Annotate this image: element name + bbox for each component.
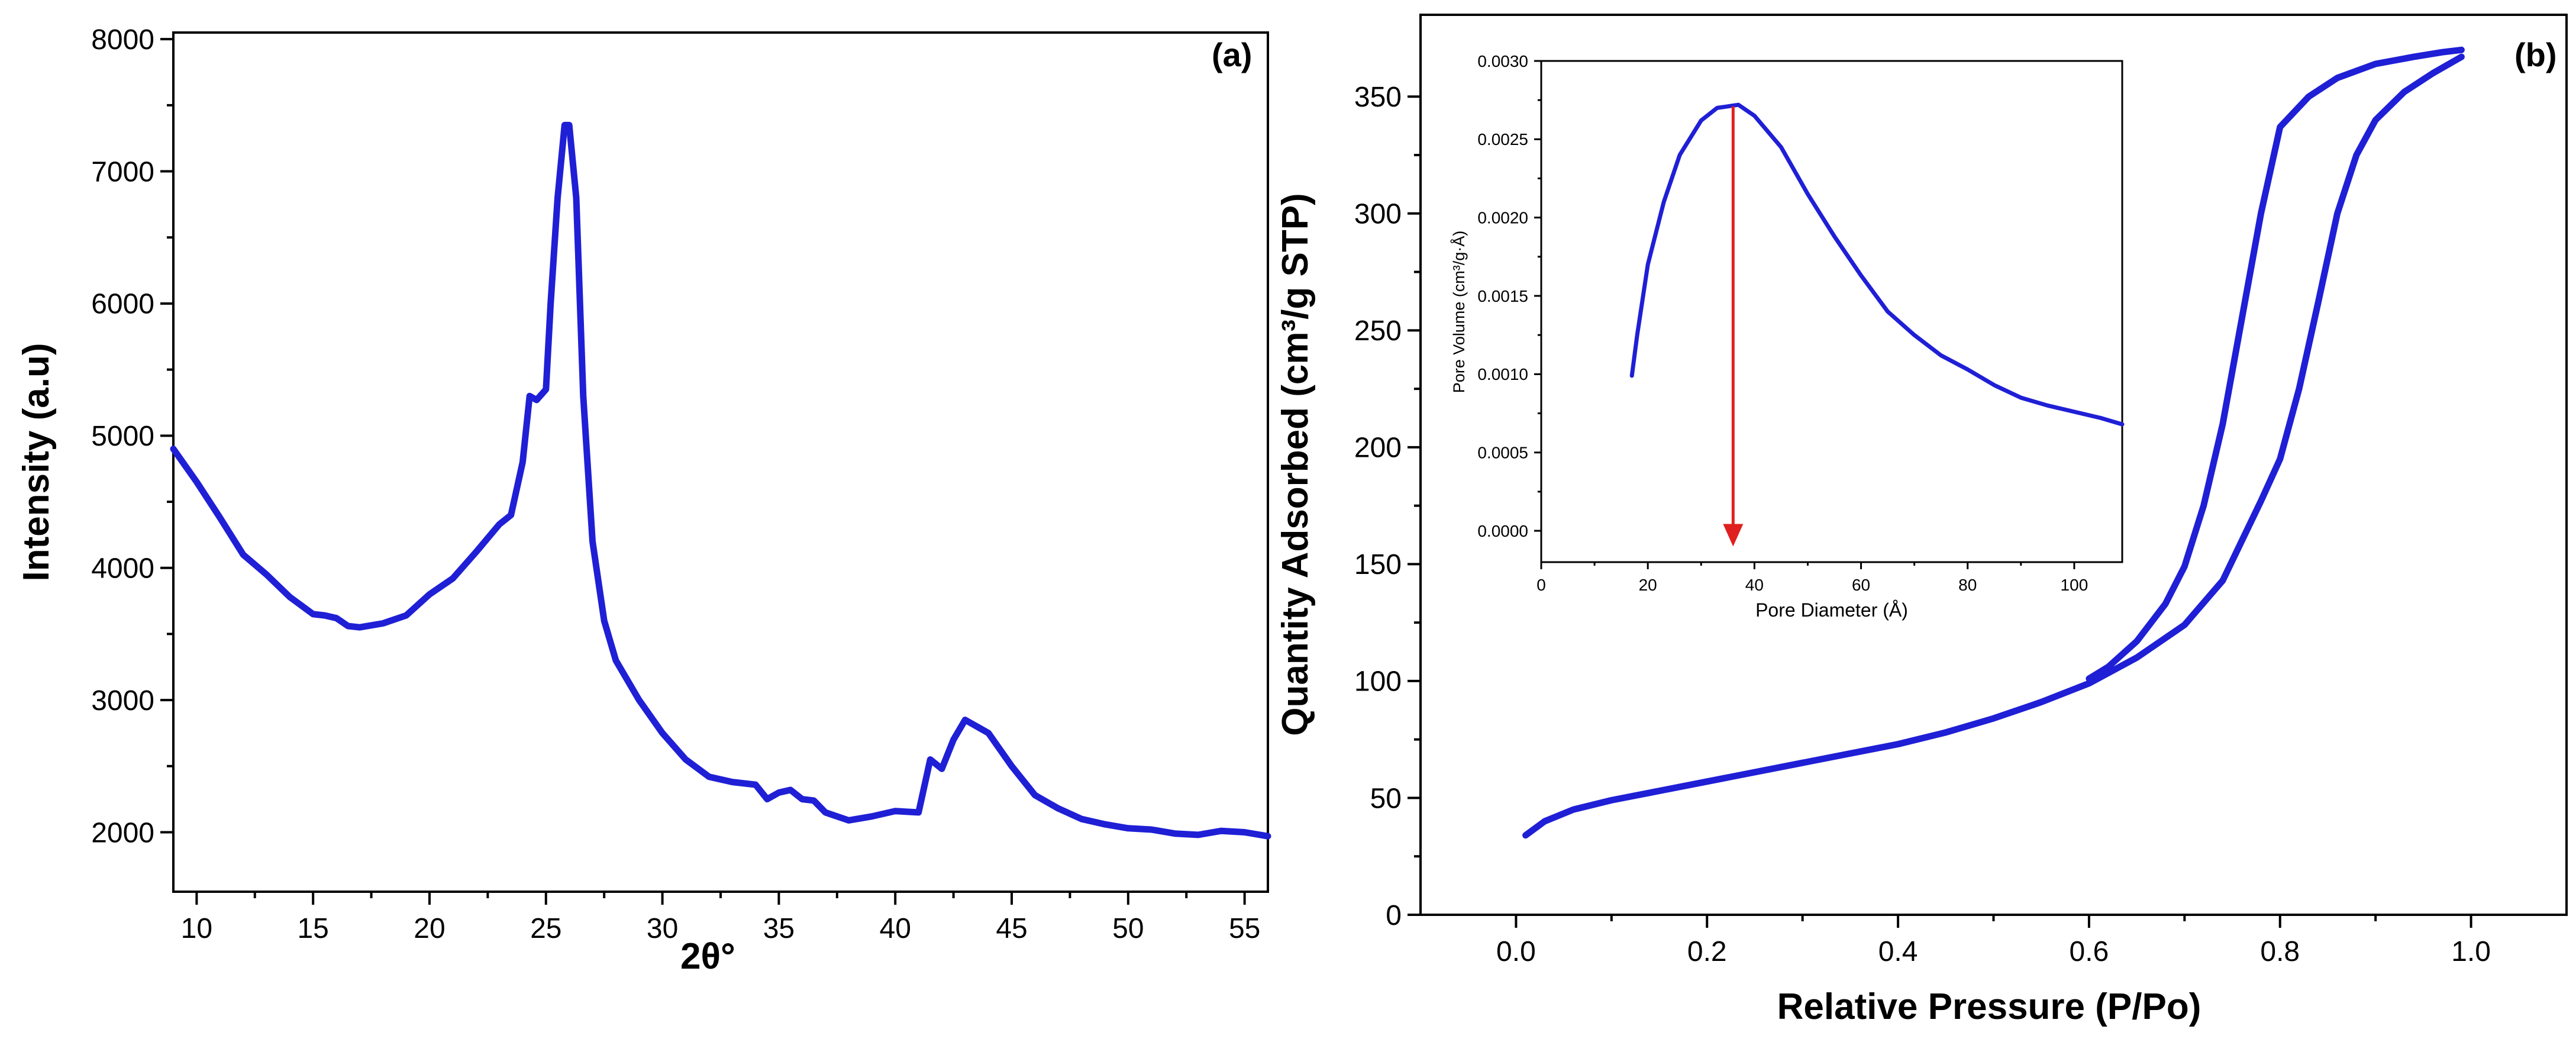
b-ytick-label: 350 bbox=[1354, 82, 1402, 113]
a-ytick-label: 2000 bbox=[91, 817, 154, 849]
b-xtick-label: 0.6 bbox=[2070, 936, 2109, 967]
b-ytick-label: 300 bbox=[1354, 199, 1402, 230]
xrd-x-ticks: 10 15 20 25 30 35 40 45 50 55 bbox=[181, 892, 1260, 944]
a-xtick-label: 25 bbox=[530, 913, 561, 944]
xrd-pattern-line bbox=[170, 121, 1271, 840]
a-xtick-label: 15 bbox=[297, 913, 328, 944]
a-xtick-label: 50 bbox=[1112, 913, 1144, 944]
a-xtick-label: 55 bbox=[1229, 913, 1260, 944]
isotherm-y-ticks: 0 50 100 150 200 250 300 350 bbox=[1354, 82, 1421, 931]
i-ytick-label: 0.0015 bbox=[1477, 287, 1528, 305]
i-ytick-label: 0.0000 bbox=[1477, 522, 1528, 540]
inset-y-ticks: 0.0000 0.0005 0.0010 0.0015 0.0020 0.0025 0.00… bbox=[1477, 52, 1541, 540]
i-xtick-label: 80 bbox=[1958, 576, 1977, 594]
i-xtick-label: 20 bbox=[1639, 576, 1657, 594]
b-xtick-label: 0.2 bbox=[1687, 936, 1727, 967]
i-xtick-label: 40 bbox=[1745, 576, 1764, 594]
b-ytick-label: 100 bbox=[1354, 666, 1402, 698]
b-xtick-label: 1.0 bbox=[2451, 936, 2491, 967]
isotherm-x-ticks: 0.0 0.2 0.4 0.6 0.8 1.0 bbox=[1496, 915, 2491, 967]
i-xtick-label: 100 bbox=[2061, 576, 2088, 594]
a-ytick-label: 3000 bbox=[91, 685, 154, 717]
b-xtick-label: 0.0 bbox=[1496, 936, 1536, 967]
a-ytick-label: 5000 bbox=[91, 421, 154, 452]
isotherm-y-axis-title: Quantity Adsorbed (cm³/g STP) bbox=[1275, 193, 1316, 735]
i-xtick-label: 60 bbox=[1852, 576, 1870, 594]
xrd-x-axis-title: 2θ° bbox=[680, 936, 735, 977]
a-xtick-label: 35 bbox=[763, 913, 795, 944]
a-ytick-label: 7000 bbox=[91, 156, 154, 188]
peak-marker-arrowhead bbox=[1723, 524, 1744, 547]
xrd-y-ticks: 2000 3000 4000 5000 6000 7000 8000 bbox=[91, 24, 173, 849]
i-ytick-label: 0.0020 bbox=[1477, 208, 1528, 227]
a-xtick-label: 40 bbox=[880, 913, 911, 944]
a-xtick-label: 10 bbox=[181, 913, 212, 944]
adsorption-branch-line bbox=[1522, 53, 2465, 839]
i-ytick-label: 0.0010 bbox=[1477, 365, 1528, 383]
xrd-panel-label: (a) bbox=[1212, 36, 1252, 73]
b-ytick-label: 50 bbox=[1370, 783, 1402, 814]
inset-y-axis-title: Pore Volume (cm³/g·Å) bbox=[1450, 231, 1468, 393]
i-ytick-label: 0.0005 bbox=[1477, 444, 1528, 462]
b-ytick-label: 150 bbox=[1354, 549, 1402, 580]
pore-size-inset: 0.0000 0.0005 0.0010 0.0015 0.0020 0.0025 0.00… bbox=[1450, 52, 2125, 621]
a-ytick-label: 6000 bbox=[91, 289, 154, 320]
isotherm-x-axis-title: Relative Pressure (P/Po) bbox=[1777, 986, 2201, 1027]
i-ytick-label: 0.0030 bbox=[1477, 52, 1528, 70]
b-ytick-label: 250 bbox=[1354, 315, 1402, 347]
a-xtick-label: 30 bbox=[647, 913, 678, 944]
b-ytick-label: 0 bbox=[1386, 900, 1402, 931]
xrd-y-axis-title: Intensity (a.u) bbox=[16, 343, 57, 581]
a-xtick-label: 20 bbox=[414, 913, 445, 944]
inset-plot-frame bbox=[1540, 60, 2123, 563]
b-ytick-label: 200 bbox=[1354, 433, 1402, 464]
xrd-panel: 2000 3000 4000 5000 6000 7000 8000 10 15 20 25 30 3… bbox=[16, 24, 1271, 977]
b-xtick-label: 0.8 bbox=[2260, 936, 2300, 967]
a-ytick-label: 4000 bbox=[91, 553, 154, 585]
pore-distribution-line bbox=[1629, 102, 2125, 427]
a-ytick-label: 8000 bbox=[91, 24, 154, 56]
isotherm-panel-label: (b) bbox=[2514, 36, 2557, 73]
inset-x-axis-title: Pore Diameter (Å) bbox=[1755, 599, 1908, 621]
inset-x-ticks: 0 20 40 60 80 100 bbox=[1536, 562, 2088, 594]
i-ytick-label: 0.0025 bbox=[1477, 130, 1528, 149]
desorption-branch-line bbox=[2086, 46, 2465, 682]
a-xtick-label: 45 bbox=[996, 913, 1027, 944]
b-xtick-label: 0.4 bbox=[1878, 936, 1918, 967]
i-xtick-label: 0 bbox=[1536, 576, 1546, 594]
xrd-plot-frame bbox=[172, 31, 1269, 893]
